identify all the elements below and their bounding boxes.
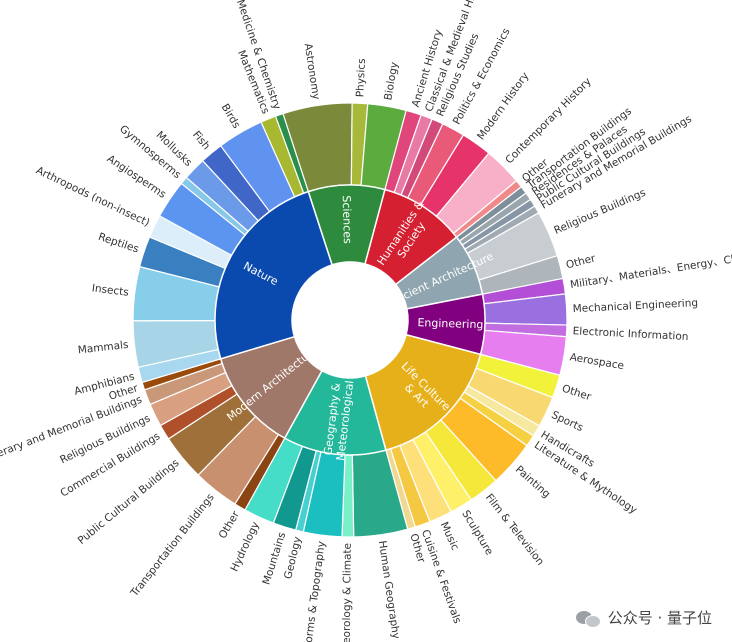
subcategory-label-physics: Physics [354, 58, 368, 97]
subcategory-label-transportation-buildings: Transportation Buildings [128, 491, 217, 599]
subcategory-label-music: Music [438, 520, 461, 552]
subcategory-label-other: Other [565, 252, 598, 271]
subcategory-label-other: Other [560, 383, 593, 404]
subcategory-label-mammals: Mammals [77, 339, 129, 357]
inner-ring [214, 184, 486, 456]
subcategory-label-painting: Painting [513, 463, 553, 500]
subcategory-label-reptiles: Reptiles [97, 231, 140, 256]
center-hole [293, 263, 407, 377]
watermark: 公众号 · 量子位 [575, 607, 712, 628]
subcategory-label-biology: Biology [382, 61, 400, 101]
outer-ring [132, 102, 568, 538]
subcategory-label-literature-mythology: Literature & Mythology [532, 439, 639, 516]
subcategory-label-film-television: Film & Television [483, 492, 546, 568]
category-label-sciences: Sciences [340, 195, 354, 244]
watermark-text: 公众号 · 量子位 [607, 609, 712, 627]
subcategory-label-insects: Insects [91, 282, 129, 298]
subcategory-label-aerospace: Aerospace [569, 351, 625, 372]
subcategory-label-birds: Birds [219, 102, 243, 131]
category-slice-nature[interactable] [214, 190, 334, 360]
subcategory-label-human-geography: Human Geography [376, 540, 402, 640]
subcategory-label-mechanical-engineering: Mechanical Engineering [572, 297, 698, 315]
subcategory-label-sports: Sports [549, 409, 585, 434]
wechat-icon [575, 609, 602, 628]
subcategory-label-sculpture: Sculpture [459, 508, 495, 557]
subcategory-label-other: Other [217, 509, 243, 541]
subcategory-label-astronomy: Astronomy [302, 43, 322, 101]
subcategory-label-meteorology-climate: Meteorology & Climate [341, 543, 354, 642]
category-slice-life-culture-art[interactable] [364, 333, 482, 452]
category-label-engineering: Engineering [417, 316, 483, 331]
subcategory-label-fish: Fish [190, 129, 212, 152]
subcategory-label-landforms-topography: Landforms & Topography [299, 540, 328, 642]
subcategory-label-electronic-information: Electronic Information [572, 325, 688, 343]
